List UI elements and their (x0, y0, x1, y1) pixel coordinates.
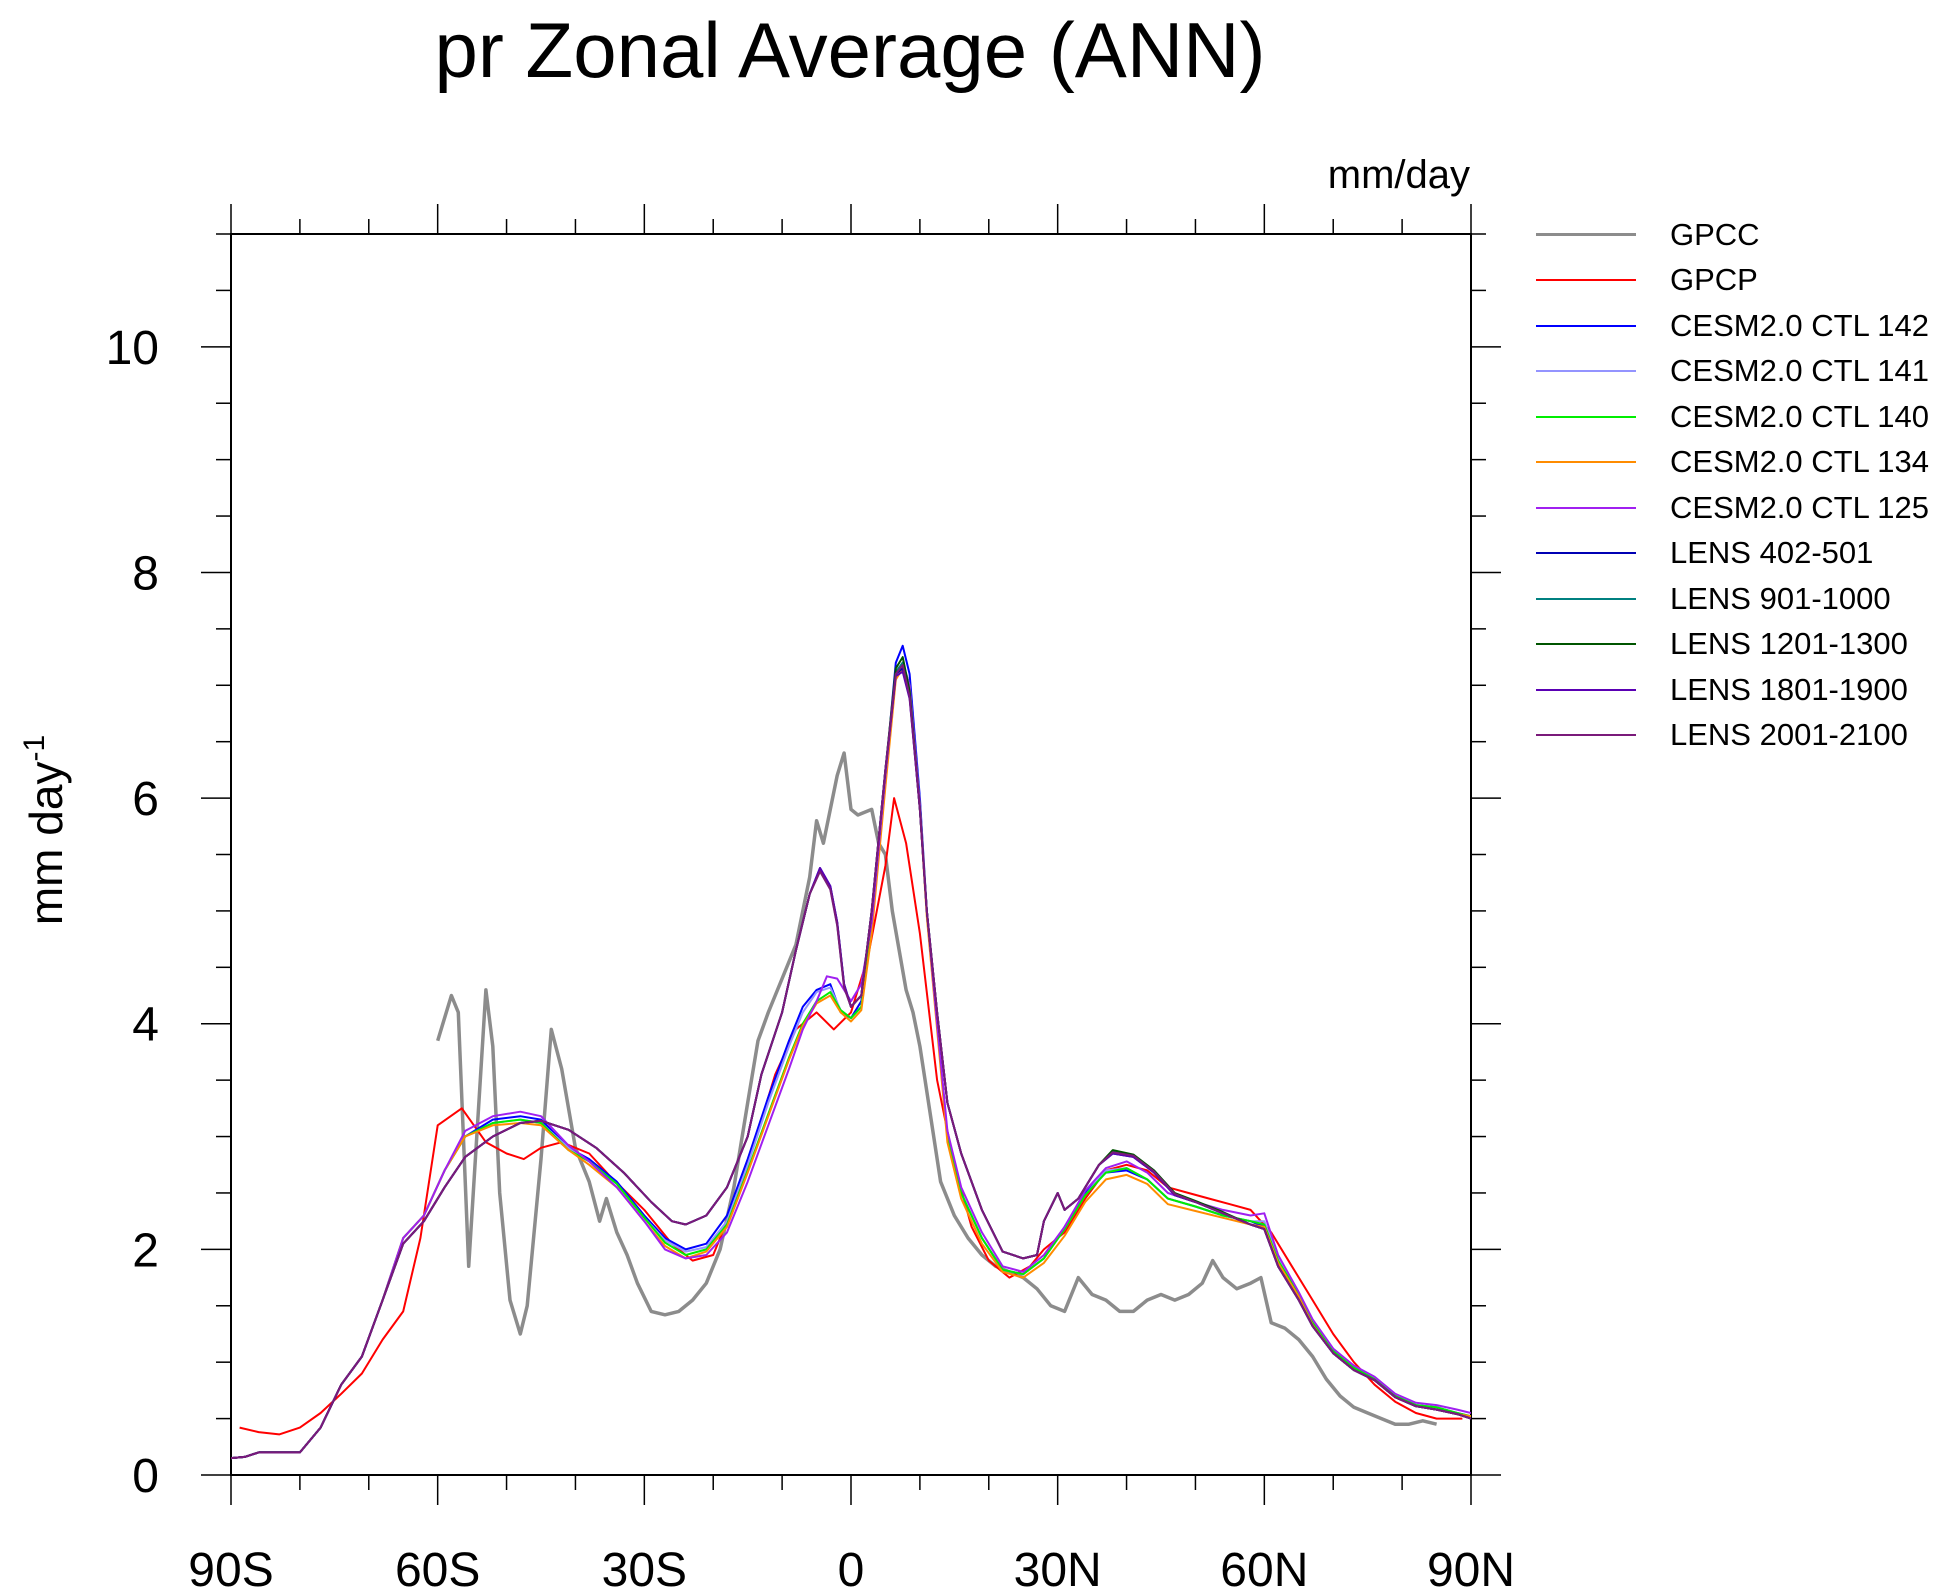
legend-swatch (1536, 324, 1636, 327)
legend-label: CESM2.0 CTL 134 (1670, 444, 1930, 480)
legend-swatch (1536, 461, 1636, 464)
y-tick-label: 4 (132, 999, 159, 1052)
legend-label: CESM2.0 CTL 140 (1670, 398, 1930, 434)
legend-swatch (1536, 279, 1636, 282)
legend-swatch (1536, 552, 1636, 555)
legend-label: GPCC (1670, 216, 1760, 252)
series-line-lens-1201-1300 (231, 656, 1471, 1460)
legend-swatch (1536, 734, 1636, 737)
x-tick-label: 90N (1427, 1544, 1515, 1595)
legend-label: LENS 402-501 (1670, 535, 1874, 571)
series-line-cesm2-0-ctl-142 (231, 644, 1471, 1460)
legend-item-gpcc: GPCC (1536, 212, 1929, 258)
legend: GPCC GPCP CESM2.0 CTL 142 CESM2.0 CTL 141 CE… (1536, 212, 1929, 758)
series-line-cesm2-0-ctl-141 (231, 661, 1471, 1460)
series-line-cesm2-0-ctl-140 (231, 661, 1471, 1460)
legend-label: LENS 1801-1900 (1670, 671, 1908, 707)
legend-swatch (1536, 415, 1636, 418)
legend-item-lens-402-501: LENS 402-501 (1536, 531, 1929, 577)
y-axis-label: mm day-1 (18, 735, 72, 925)
series-line-gpcc (436, 751, 1438, 1426)
units-label: mm/day (1328, 153, 1470, 197)
x-tick-label: 60S (395, 1544, 480, 1595)
y-tick-label: 0 (132, 1450, 159, 1503)
legend-swatch (1536, 688, 1636, 691)
legend-item-gpcp: GPCP (1536, 258, 1929, 304)
legend-item-lens-1801-1900: LENS 1801-1900 (1536, 667, 1929, 713)
legend-item-cesm2-0-ctl-125: CESM2.0 CTL 125 (1536, 485, 1929, 531)
legend-item-cesm2-0-ctl-140: CESM2.0 CTL 140 (1536, 394, 1929, 440)
series-line-lens-1801-1900 (231, 670, 1471, 1460)
x-tick-label: 90S (188, 1544, 273, 1595)
y-tick-label: 2 (132, 1224, 159, 1277)
series-line-cesm2-0-ctl-134 (231, 667, 1471, 1460)
plot-area: 0 2 4 6 8 10 90S 60S 30S 0 30N 60N 90N (106, 204, 1515, 1595)
y-axis-label-text: mm day (20, 762, 72, 926)
y-axis-label-superscript: -1 (18, 735, 51, 762)
chart-title: pr Zonal Average (ANN) (435, 6, 1266, 94)
legend-swatch (1536, 506, 1636, 509)
legend-label: LENS 1201-1300 (1670, 626, 1908, 662)
legend-item-cesm2-0-ctl-142: CESM2.0 CTL 142 (1536, 303, 1929, 349)
series-line-cesm2-0-ctl-125 (231, 661, 1471, 1460)
series-line-lens-901-1000 (231, 661, 1471, 1460)
legend-swatch (1536, 233, 1636, 237)
legend-swatch (1536, 597, 1636, 600)
series-line-gpcp (239, 797, 1463, 1436)
x-tick-label: 30S (602, 1544, 687, 1595)
legend-item-lens-2001-2100: LENS 2001-2100 (1536, 713, 1929, 759)
legend-label: CESM2.0 CTL 125 (1670, 489, 1930, 525)
x-tick-label: 30N (1014, 1544, 1102, 1595)
legend-item-lens-901-1000: LENS 901-1000 (1536, 576, 1929, 622)
legend-item-lens-1201-1300: LENS 1201-1300 (1536, 622, 1929, 668)
y-tick-label: 8 (132, 547, 159, 600)
legend-item-cesm2-0-ctl-141: CESM2.0 CTL 141 (1536, 349, 1929, 395)
legend-label: GPCP (1670, 262, 1758, 298)
legend-label: CESM2.0 CTL 142 (1670, 307, 1930, 343)
legend-item-cesm2-0-ctl-134: CESM2.0 CTL 134 (1536, 440, 1929, 486)
x-tick-label: 60N (1220, 1544, 1308, 1595)
series-line-lens-402-501 (231, 667, 1471, 1460)
legend-label: LENS 901-1000 (1670, 580, 1891, 616)
series-line-lens-2001-2100 (231, 664, 1471, 1460)
plot-frame (230, 233, 1472, 1476)
x-tick-label: 0 (838, 1544, 865, 1595)
y-tick-label: 6 (132, 773, 159, 826)
y-tick-label: 10 (106, 322, 159, 375)
legend-swatch (1536, 643, 1636, 646)
legend-label: LENS 2001-2100 (1670, 717, 1908, 753)
legend-label: CESM2.0 CTL 141 (1670, 353, 1930, 389)
legend-swatch (1536, 370, 1636, 373)
